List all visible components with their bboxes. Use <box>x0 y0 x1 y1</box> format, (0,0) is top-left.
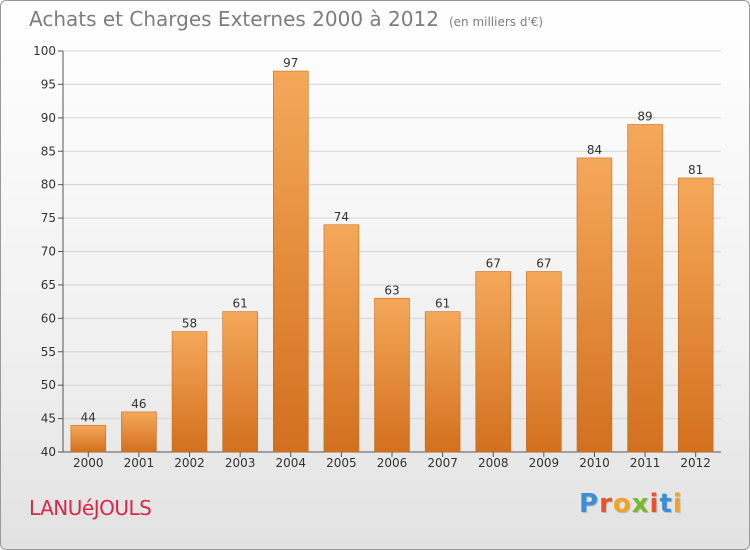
bar <box>121 411 157 453</box>
x-tick-label: 2010 <box>579 456 610 470</box>
bar-value-label: 97 <box>283 56 298 70</box>
value-labels: 44 46 58 61 97 74 63 61 67 67 84 89 81 <box>81 56 704 424</box>
bar-value-label: 81 <box>688 163 703 177</box>
bar <box>677 177 714 453</box>
y-tick-label: 65 <box>41 278 56 292</box>
bar-value-label: 58 <box>182 317 197 331</box>
y-tick-label: 55 <box>41 345 56 359</box>
x-tick-label: 2005 <box>326 456 357 470</box>
logo-letter: r <box>599 489 613 519</box>
chart-subtitle: (en milliers d'€) <box>448 15 544 29</box>
logo-letter: t <box>659 489 673 519</box>
y-tick-label: 95 <box>41 77 56 91</box>
x-tick-label: 2000 <box>73 456 104 470</box>
bar-value-label: 84 <box>587 143 602 157</box>
x-tick-label: 2002 <box>174 456 205 470</box>
bar <box>323 224 360 453</box>
bar <box>424 311 461 453</box>
bar-value-label: 67 <box>536 257 551 271</box>
x-tick-label: 2009 <box>529 456 560 470</box>
bar-value-label: 74 <box>334 210 349 224</box>
x-tick-label: 2006 <box>377 456 408 470</box>
logo-letter: P <box>579 489 600 519</box>
x-tick-label: 2003 <box>225 456 256 470</box>
y-tick-label: 60 <box>41 311 56 325</box>
bar-value-label: 63 <box>384 283 399 297</box>
bar <box>222 311 258 453</box>
x-tick-label: 2007 <box>427 456 458 470</box>
bar-value-label: 61 <box>233 297 248 311</box>
y-tick-label: 45 <box>41 412 56 426</box>
x-tick-label: 2011 <box>630 456 661 470</box>
y-tick-label: 100 <box>33 44 56 58</box>
x-tick-label: 2008 <box>478 456 509 470</box>
chart-title: Achats et Charges Externes 2000 à 2012 (e… <box>29 7 543 31</box>
chart-title-text: Achats et Charges Externes 2000 à 2012 <box>29 7 439 31</box>
y-tick-label: 90 <box>41 111 56 125</box>
x-tick-label: 2012 <box>680 456 711 470</box>
bar-value-label: 46 <box>131 397 146 411</box>
y-tick-labels: 40 45 50 55 60 65 70 75 80 85 90 95 100 <box>33 44 56 459</box>
logo-letter: i <box>649 489 660 519</box>
y-tick-label: 75 <box>41 211 56 225</box>
proxiti-logo: Proxiti <box>579 489 683 519</box>
y-tick-label: 50 <box>41 378 56 392</box>
bar <box>70 424 107 453</box>
y-tick-label: 80 <box>41 178 56 192</box>
commune-name: LANUéJOULS <box>29 496 152 520</box>
x-tick-labels: 2000 2001 2002 2003 2004 2005 2006 2007 2008 2009… <box>73 452 711 470</box>
x-tick-label: 2004 <box>275 456 306 470</box>
y-tick-label: 85 <box>41 144 56 158</box>
bar <box>475 271 511 453</box>
bar-value-label: 67 <box>486 257 501 271</box>
bar <box>526 271 562 453</box>
bar <box>627 124 663 453</box>
bars <box>70 70 714 453</box>
bar-value-label: 44 <box>81 410 96 424</box>
logo-letter: x <box>631 489 650 519</box>
bar-value-label: 89 <box>637 110 652 124</box>
bar <box>576 157 613 453</box>
logo-letter: i <box>672 489 683 519</box>
bar <box>171 331 208 453</box>
y-tick-label: 40 <box>41 445 56 459</box>
bar-value-label: 61 <box>435 297 450 311</box>
y-tick-label: 70 <box>41 245 56 259</box>
x-tick-label: 2001 <box>124 456 155 470</box>
logo-letter: o <box>612 489 632 519</box>
bar <box>374 297 410 453</box>
bar <box>273 70 309 453</box>
